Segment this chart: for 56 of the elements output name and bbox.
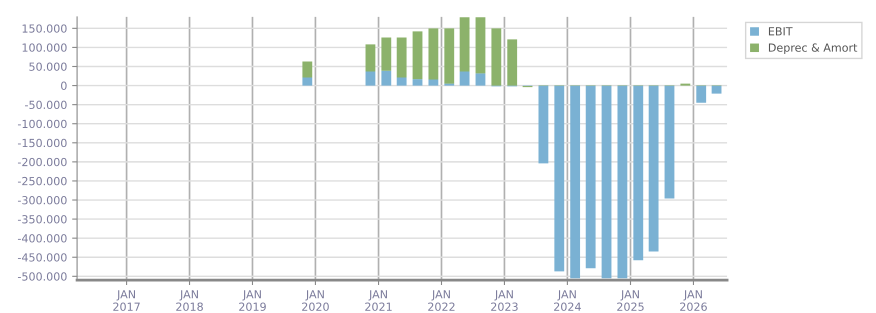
bar [444, 28, 454, 84]
y-tick-label: 50.000 [29, 62, 67, 71]
bar [460, 17, 470, 72]
bar [554, 86, 564, 272]
bar [460, 71, 470, 86]
bar [396, 78, 407, 86]
bar [586, 86, 596, 268]
y-tick-label: -100.000 [18, 120, 67, 128]
y-tick-label: -500.000 [18, 272, 67, 281]
bar [696, 86, 706, 103]
y-tick-label: 100.000 [22, 43, 67, 52]
x-tick-label: JAN 2020 [302, 290, 329, 311]
bar [412, 31, 422, 80]
bar [476, 73, 486, 86]
bar [712, 86, 722, 94]
y-tick-label: -200.000 [18, 158, 67, 166]
x-tick-label: JAN 2026 [680, 290, 707, 311]
y-tick-label: 0 [61, 82, 67, 90]
y-tick-label: 150.000 [22, 24, 67, 33]
y-tick-label: -150.000 [18, 138, 67, 148]
bar [476, 17, 486, 74]
bar [428, 28, 438, 80]
y-tick-label: -250.000 [18, 176, 67, 186]
bar [302, 78, 312, 86]
bar [412, 79, 422, 86]
bar [602, 86, 612, 278]
bar [381, 38, 392, 71]
x-tick-label: JAN 2023 [491, 290, 518, 311]
x-tick-label: JAN 2022 [428, 290, 455, 311]
y-tick-label: -300.000 [18, 196, 67, 204]
x-tick-label: JAN 2021 [365, 290, 392, 311]
bar [396, 38, 407, 78]
y-tick-label: -400.000 [18, 234, 67, 243]
x-tick-label: JAN 2024 [554, 290, 581, 311]
legend-label: Deprec & Amort [768, 43, 858, 54]
bar [366, 44, 376, 72]
y-tick-label: -450.000 [18, 253, 67, 262]
bar [302, 62, 312, 78]
y-tick-label: -350.000 [18, 215, 67, 224]
bar [664, 86, 674, 198]
bar [570, 86, 580, 278]
bar [617, 86, 628, 278]
x-tick-label: JAN 2019 [239, 290, 266, 311]
bar [381, 70, 392, 86]
bar [648, 86, 659, 252]
bar [428, 79, 438, 86]
bar [633, 86, 644, 260]
bar [507, 39, 518, 86]
bar [366, 71, 376, 86]
bar [538, 86, 548, 164]
x-tick-label: JAN 2017 [113, 290, 140, 311]
x-tick-label: JAN 2025 [617, 290, 644, 311]
bar [491, 28, 502, 86]
legend-label: EBIT [768, 27, 793, 36]
y-tick-label: -50.000 [25, 100, 67, 110]
x-tick-label: JAN 2018 [176, 290, 203, 311]
